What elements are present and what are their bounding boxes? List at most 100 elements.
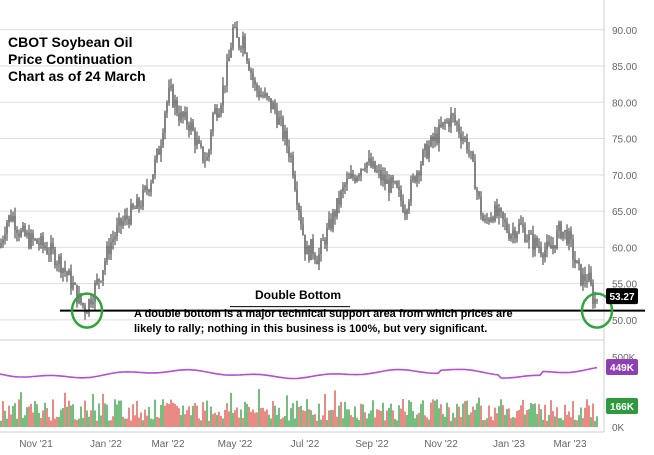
candle-body <box>246 53 248 62</box>
volume-bar <box>32 412 34 427</box>
volume-bar <box>468 414 470 427</box>
volume-bar <box>410 401 412 427</box>
candle-body <box>22 225 24 231</box>
candle-body <box>566 230 568 245</box>
candle-body <box>322 239 324 241</box>
candle-body <box>62 268 64 273</box>
volume-bar <box>218 411 220 427</box>
volume-bar <box>374 417 376 427</box>
volume-bar <box>438 408 440 427</box>
candle-body <box>14 215 16 230</box>
volume-bar <box>458 406 460 427</box>
volume-bar <box>328 410 330 427</box>
volume-bar <box>440 404 442 427</box>
volume-bar <box>544 404 546 427</box>
volume-bar <box>112 416 114 427</box>
volume-bar <box>0 420 2 427</box>
candle-body <box>226 61 228 86</box>
candle-body <box>64 268 66 272</box>
candle-body <box>570 231 572 240</box>
candle-body <box>48 253 50 255</box>
candle-body <box>440 124 442 127</box>
volume-bar <box>278 407 280 427</box>
volume-bar <box>512 416 514 427</box>
volume-bar <box>422 400 424 427</box>
candle-body <box>234 27 236 29</box>
candle-body <box>206 157 208 161</box>
candle-body <box>550 244 552 249</box>
time-tick-label: Mar '23 <box>553 439 586 450</box>
candle-body <box>232 27 234 48</box>
volume-bar <box>188 406 190 427</box>
candle-body <box>420 164 422 176</box>
candle-body <box>274 103 276 110</box>
volume-bar <box>592 403 594 427</box>
candle-body <box>164 112 166 133</box>
candle-body <box>596 299 598 301</box>
volume-bar <box>558 418 560 427</box>
price-tick-label: 75.00 <box>612 135 637 146</box>
candle-body <box>450 113 452 127</box>
volume-bar <box>588 405 590 427</box>
candle-body <box>134 208 136 210</box>
volume-bar <box>578 415 580 427</box>
candle-body <box>212 113 214 132</box>
volume-bar <box>338 405 340 427</box>
candle-body <box>342 187 344 192</box>
time-tick-label: Jan '22 <box>90 439 122 450</box>
candle-body <box>370 158 372 167</box>
volume-bar <box>254 412 256 427</box>
volume-bar <box>314 414 316 427</box>
candle-body <box>388 179 390 193</box>
time-tick-label: Jul '22 <box>291 439 320 450</box>
volume-bar <box>224 409 226 427</box>
volume-bar <box>386 410 388 427</box>
candle-body <box>460 133 462 141</box>
candle-body <box>338 198 340 205</box>
candle-body <box>496 205 498 217</box>
volume-bar <box>78 418 80 427</box>
candle-body <box>96 279 98 284</box>
volume-bar <box>454 417 456 427</box>
candle-body <box>336 198 338 217</box>
candle-body <box>316 259 318 265</box>
candle-body <box>112 239 114 242</box>
volume-bar <box>12 406 14 427</box>
volume-bar <box>420 403 422 427</box>
volume-bar <box>404 411 406 427</box>
candle-body <box>366 162 368 168</box>
candle-body <box>328 219 330 228</box>
price-tick-label: 55.00 <box>612 280 637 291</box>
volume-bar <box>312 414 314 427</box>
candle-body <box>584 274 586 281</box>
candle-body <box>296 189 298 205</box>
volume-bar <box>96 420 98 427</box>
candle-body <box>432 136 434 142</box>
volume-bar <box>342 418 344 427</box>
volume-bar <box>162 399 164 427</box>
candle-body <box>142 189 144 207</box>
volume-bar <box>360 403 362 427</box>
volume-bar <box>478 397 480 427</box>
volume-bar <box>568 411 570 427</box>
candle-body <box>90 299 92 305</box>
candle-body <box>556 230 558 249</box>
candle-body <box>100 280 102 282</box>
volume-bar <box>214 412 216 427</box>
volume-bar <box>48 417 50 427</box>
volume-bar <box>464 401 466 427</box>
candle-body <box>508 231 510 239</box>
candle-body <box>204 160 206 162</box>
candle-body <box>436 133 438 144</box>
volume-bar <box>2 401 4 427</box>
volume-bar <box>540 409 542 427</box>
candle-body <box>52 243 54 250</box>
candle-body <box>384 175 386 185</box>
volume-bar <box>318 403 320 427</box>
candle-body <box>252 72 254 81</box>
volume-bar <box>322 415 324 427</box>
volume-bar <box>210 406 212 427</box>
candle-body <box>500 208 502 212</box>
candle-body <box>94 283 96 302</box>
volume-bar <box>242 417 244 427</box>
